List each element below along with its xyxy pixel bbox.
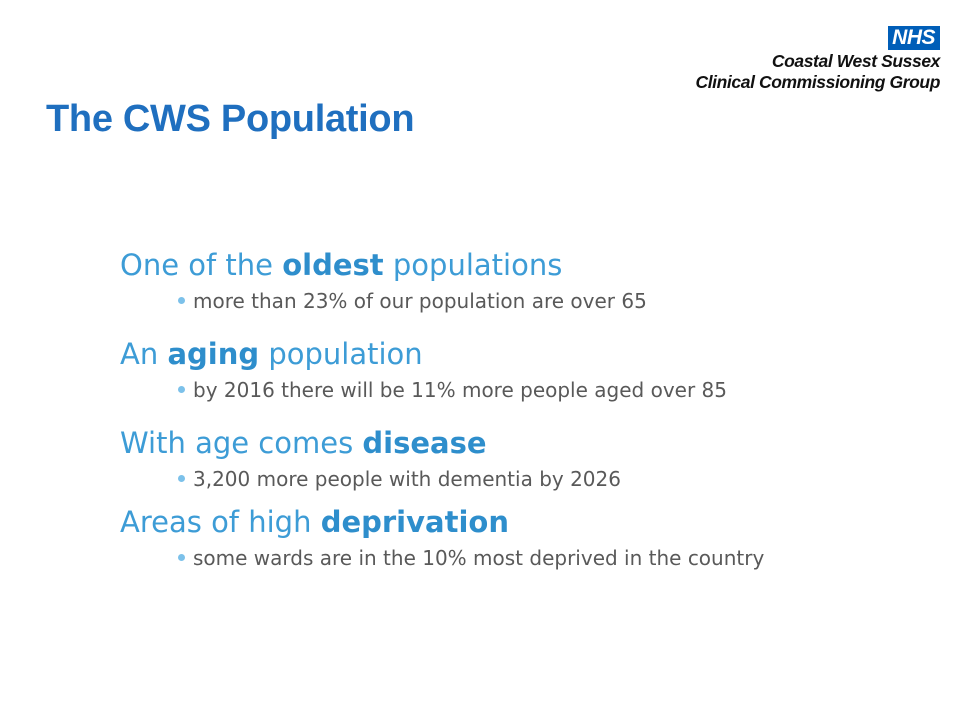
page-title: The CWS Population <box>46 98 415 140</box>
point-heading: One of the oldest populations <box>120 248 563 282</box>
point-heading-emphasis: aging <box>167 337 260 371</box>
point-heading-emphasis: disease <box>362 426 487 460</box>
point-heading: An aging population <box>120 337 423 371</box>
org-name-line-2: Clinical Commissioning Group <box>695 72 940 92</box>
key-point: An aging population by 2016 there will b… <box>120 333 880 404</box>
nhs-logo: NHS Coastal West Sussex Clinical Commiss… <box>695 26 940 93</box>
point-heading: With age comes disease <box>120 426 487 460</box>
org-name-line-1: Coastal West Sussex <box>771 51 941 71</box>
bullet-dot-icon <box>178 386 185 393</box>
point-bullet: more than 23% of our population are over… <box>178 287 880 315</box>
bullet-dot-icon <box>178 475 185 482</box>
key-points-list: One of the oldest populations more than … <box>120 244 880 580</box>
key-point: One of the oldest populations more than … <box>120 244 880 315</box>
point-bullet: some wards are in the 10% most deprived … <box>178 544 880 572</box>
bullet-dot-icon <box>178 297 185 304</box>
key-point: With age comes disease 3,200 more people… <box>120 422 880 493</box>
point-bullet: by 2016 there will be 11% more people ag… <box>178 376 880 404</box>
point-heading: Areas of high deprivation <box>120 505 509 539</box>
point-bullet: 3,200 more people with dementia by 2026 <box>178 465 880 493</box>
nhs-badge: NHS <box>888 26 940 50</box>
key-point: Areas of high deprivation some wards are… <box>120 501 880 572</box>
point-heading-emphasis: deprivation <box>320 505 509 539</box>
point-heading-emphasis: oldest <box>282 248 384 282</box>
bullet-dot-icon <box>178 554 185 561</box>
